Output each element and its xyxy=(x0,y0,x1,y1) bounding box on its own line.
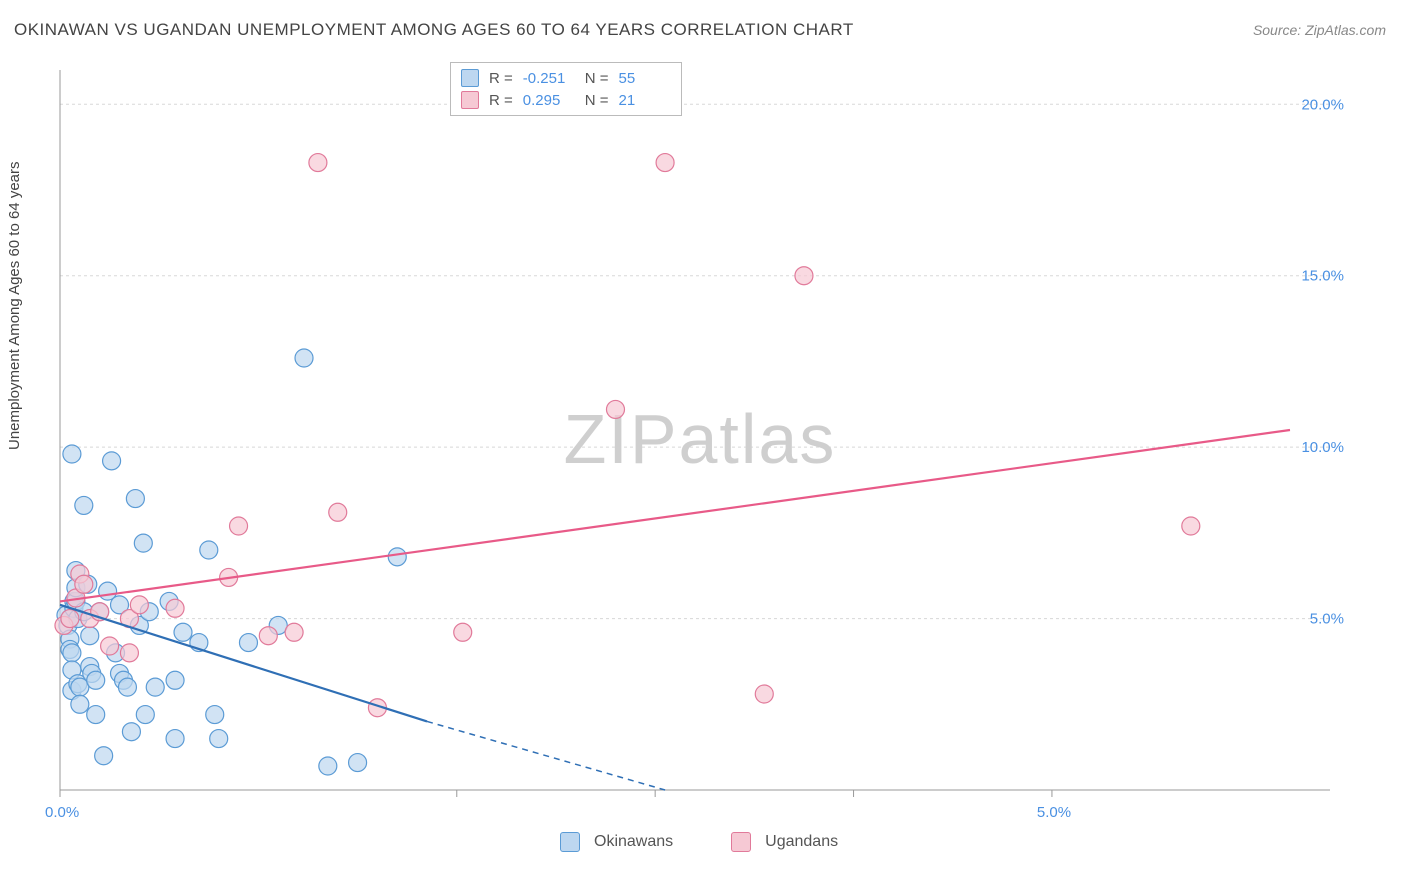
ugandans-swatch-icon xyxy=(731,832,751,852)
n-label: N = xyxy=(585,70,609,87)
svg-text:15.0%: 15.0% xyxy=(1301,268,1344,285)
r-label: R = xyxy=(489,92,513,109)
source-attribution: Source: ZipAtlas.com xyxy=(1253,22,1386,38)
okinawans-swatch-icon xyxy=(461,69,479,87)
y-axis-label: Unemployment Among Ages 60 to 64 years xyxy=(6,161,23,450)
okinawans-r-value: -0.251 xyxy=(523,70,575,87)
chart-container: OKINAWAN VS UGANDAN UNEMPLOYMENT AMONG A… xyxy=(0,0,1406,892)
ugandans-r-value: 0.295 xyxy=(523,92,575,109)
x-tick-label: 0.0% xyxy=(45,804,79,821)
ugandans-label: Ugandans xyxy=(765,833,838,851)
okinawans-label: Okinawans xyxy=(594,833,673,851)
plot-area: 5.0% 10.0% 15.0% 20.0% ZIPatlas xyxy=(50,60,1350,820)
svg-text:20.0%: 20.0% xyxy=(1301,96,1344,113)
svg-text:5.0%: 5.0% xyxy=(1310,611,1344,628)
ugandans-swatch-icon xyxy=(461,91,479,109)
source-prefix: Source: xyxy=(1253,22,1305,38)
r-label: R = xyxy=(489,70,513,87)
legend-row-okinawans: R = -0.251 N = 55 xyxy=(461,67,671,89)
okinawans-swatch-icon xyxy=(560,832,580,852)
chart-title: OKINAWAN VS UGANDAN UNEMPLOYMENT AMONG A… xyxy=(14,20,854,40)
n-label: N = xyxy=(585,92,609,109)
okinawans-n-value: 55 xyxy=(619,70,671,87)
correlation-legend: R = -0.251 N = 55 R = 0.295 N = 21 xyxy=(450,62,682,116)
svg-text:ZIPatlas: ZIPatlas xyxy=(564,400,837,478)
series-legend: Okinawans Ugandans xyxy=(560,832,838,852)
ugandans-n-value: 21 xyxy=(619,92,671,109)
svg-text:10.0%: 10.0% xyxy=(1301,439,1344,456)
scatter-plot-svg: 5.0% 10.0% 15.0% 20.0% ZIPatlas xyxy=(50,60,1350,820)
legend-row-ugandans: R = 0.295 N = 21 xyxy=(461,89,671,111)
source-link[interactable]: ZipAtlas.com xyxy=(1305,22,1386,38)
x-tick-label: 5.0% xyxy=(1037,804,1071,821)
